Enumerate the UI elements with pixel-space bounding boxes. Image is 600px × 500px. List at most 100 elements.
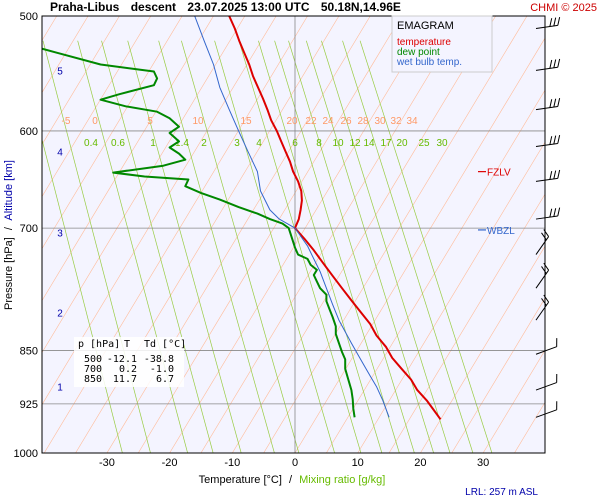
altitude-tick-labels: 1 2 3 4 5 [57, 66, 63, 393]
wind-barb-feather [557, 135, 561, 144]
mixing-ratio-line [181, 40, 300, 453]
pressure-tick-label: 500 [20, 11, 38, 23]
table-row-p: 850 [84, 374, 102, 385]
wbzl-label: WBZL [487, 226, 515, 237]
isotherm-line [388, 193, 545, 453]
wind-barb-feather [549, 99, 553, 108]
wind-barb-icon [535, 338, 558, 355]
legend: EMAGRAM temperature dew point wet bulb t… [391, 15, 493, 73]
wind-barb-feather [553, 59, 557, 68]
wind-barb-feather [557, 58, 561, 68]
table-row-t: -12.1 [107, 354, 137, 365]
isotherm-labels: -5 0 5 10 15 20 22 24 26 28 30 32 34 [62, 116, 418, 127]
temperature-tick-label: -20 [162, 457, 178, 469]
isotherm-label: 22 [305, 116, 317, 127]
level-markers: FZLV WBZL [478, 168, 515, 237]
isotherm-line [42, 16, 89, 94]
mixing-ratio-label: 25 [418, 138, 430, 149]
wind-barb-shaft [535, 382, 557, 391]
series-line-temperature [228, 16, 442, 420]
isotherm-label: 0 [92, 116, 98, 127]
mixing-ratio-label: 1 [150, 138, 156, 149]
mixing-ratio-label: 12 [349, 138, 361, 149]
altitude-tick-label: 5 [57, 66, 63, 77]
data-table: p [hPa] T Td [°C] 500 -12.1 -38.8 700 0.… [74, 337, 186, 387]
altitude-tick-label: 3 [57, 229, 63, 240]
wind-barb-feather [557, 207, 561, 217]
mixing-ratio-line [238, 40, 362, 453]
wind-barb-icon [535, 373, 558, 391]
wind-barb-feather [543, 294, 550, 303]
isotherm-line [42, 16, 246, 354]
wind-barb-feather [549, 136, 553, 145]
isotherm-label: 32 [390, 116, 402, 127]
x-axis-mix-label: Mixing ratio [g/kg] [299, 474, 385, 486]
mixing-ratio-line [342, 40, 474, 453]
station-coords: 50.18N,14.96E [321, 0, 401, 14]
table-row-p: 700 [84, 364, 102, 375]
wind-barb-feather [553, 17, 557, 27]
temperature-tick-label: -30 [99, 457, 115, 469]
plot-area [42, 16, 545, 453]
wind-barb-icon [535, 135, 561, 148]
table-box [74, 337, 184, 387]
mixing-ratio-line [288, 40, 415, 453]
altitude-tick-label: 4 [57, 148, 63, 159]
wind-barb-icon [535, 169, 561, 182]
temperature-tick-label: 10 [352, 457, 364, 469]
mixing-ratio-line [158, 40, 275, 453]
mixing-ratio-line [101, 40, 214, 453]
wind-barb-feather [549, 59, 553, 69]
isotherm-line [200, 16, 465, 453]
isotherm-label: 28 [357, 116, 369, 127]
mixing-ratio-label: 0.6 [111, 138, 125, 149]
mixing-ratio-label: 20 [396, 138, 408, 149]
wind-barb-icon [535, 262, 550, 289]
y-axis-pressure-label: Pressure [hPa] [3, 237, 15, 310]
mixing-ratio-label: 6 [292, 138, 298, 149]
y-axis-separator: / [3, 226, 15, 230]
mixing-ratio-label: 30 [436, 138, 448, 149]
pressure-tick-label: 1000 [14, 448, 38, 460]
wind-barb-icon [535, 58, 561, 71]
temperature-tick-label: 0 [292, 457, 298, 469]
sounding-series [42, 16, 442, 420]
sounding-mode: descent [131, 0, 176, 14]
pressure-tick-label: 850 [20, 346, 38, 358]
wind-barb-feather [557, 16, 561, 26]
plot-border [41, 15, 546, 454]
wind-barb-icon [535, 207, 561, 220]
sounding-datetime: 23.07.2025 13:00 UTC [187, 0, 309, 14]
isotherm-label: 10 [192, 116, 204, 127]
mixing-ratio-label: 14 [363, 138, 375, 149]
mixing-ratio-label: 4 [256, 138, 262, 149]
wind-barb-feather [553, 98, 557, 108]
table-row-td: -1.0 [150, 364, 174, 375]
wind-barb-feather [541, 298, 547, 306]
mixing-ratio-label: 2 [201, 138, 207, 149]
wind-barb-icon [535, 98, 561, 111]
chart-title: Praha-Libus descent 23.07.2025 13:00 UTC… [50, 0, 401, 14]
mixing-ratio-label: 3 [234, 138, 240, 149]
pressure-tick-label: 925 [20, 399, 38, 411]
wind-barb-shaft [535, 346, 557, 355]
wind-barb-feather [541, 232, 547, 241]
isotherm-line [232, 16, 496, 453]
table-row-td: -38.8 [144, 354, 174, 365]
table-row-t: 11.7 [113, 374, 137, 385]
wind-barb-feather [549, 18, 553, 27]
temperature-tick-label: 20 [414, 457, 426, 469]
wind-barb-feather [553, 208, 557, 217]
fzlv-label: FZLV [487, 168, 511, 179]
mixing-ratio-label: 1.4 [175, 138, 189, 149]
x-axis-label: Temperature [°C] / Mixing ratio [g/kg] [199, 474, 386, 486]
wind-barb-feather [556, 373, 558, 383]
isotherm-label: 30 [374, 116, 386, 127]
pressure-tick-label: 700 [20, 223, 38, 235]
legend-temperature: temperature [397, 37, 451, 48]
wind-barb-feather [549, 171, 553, 180]
table-row-td: 6.7 [156, 374, 174, 385]
isotherm-line [263, 16, 528, 453]
wind-barb-feather [553, 170, 557, 180]
